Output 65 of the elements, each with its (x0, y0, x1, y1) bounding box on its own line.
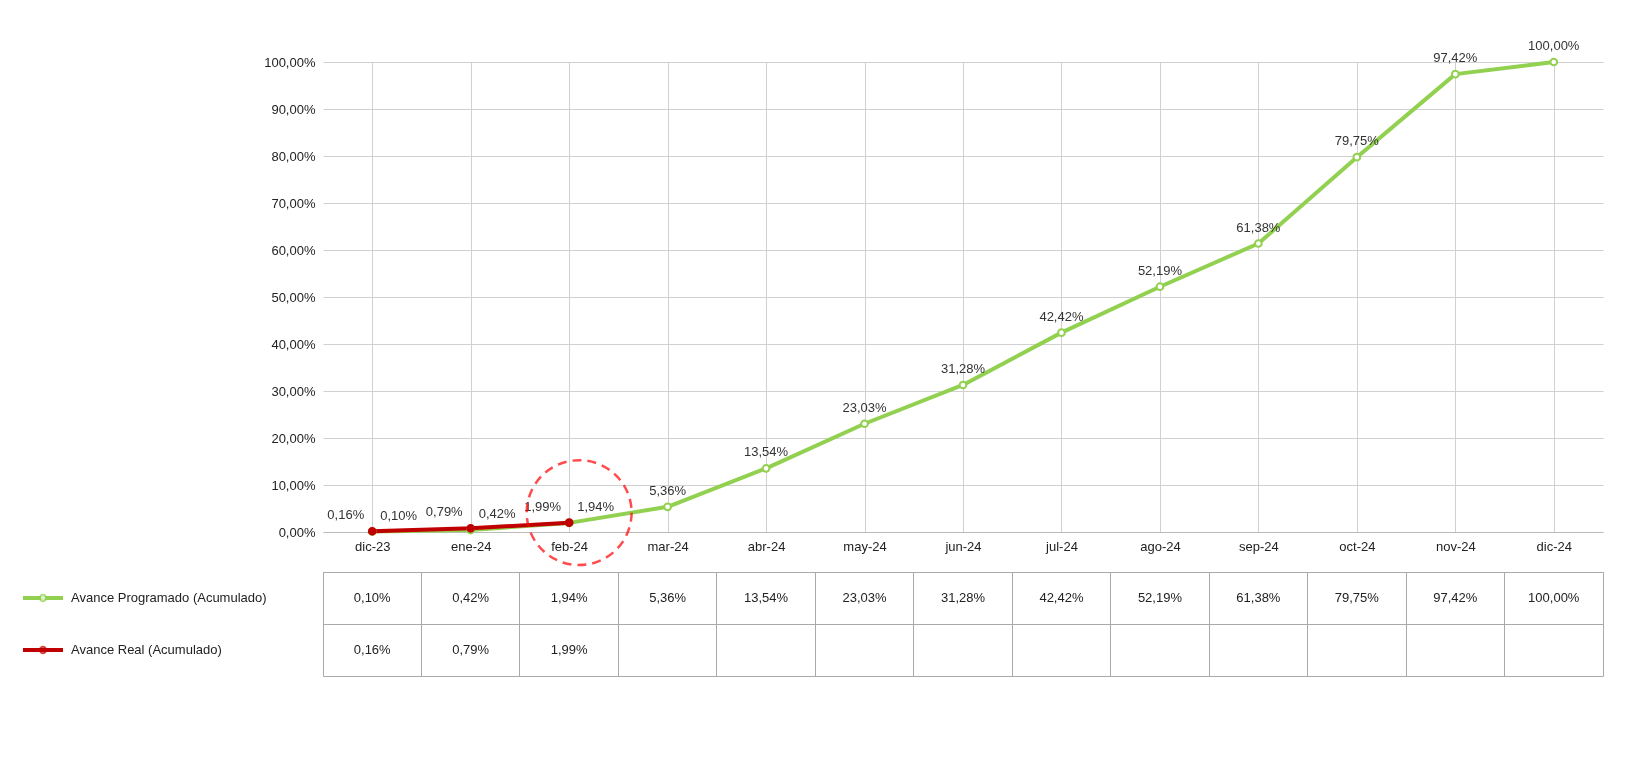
x-tick-label: dic-23 (355, 538, 391, 554)
data-label: 13,54% (744, 590, 789, 605)
x-tick-label: oct-24 (1339, 538, 1376, 554)
x-tick-label: nov-24 (1435, 538, 1476, 554)
text: 52,19% (1137, 262, 1182, 278)
x-tick-label: may-24 (843, 538, 887, 554)
y-tick-label: 80,00% (271, 148, 316, 164)
text: 97,42% (1433, 50, 1478, 66)
point (1549, 57, 1559, 67)
y-tick-label: 30,00% (271, 383, 316, 399)
data-label: 52,19% (1137, 590, 1183, 605)
x-tick-label: feb-24 (551, 538, 589, 554)
y-tick-label: 60,00% (271, 242, 316, 258)
data-label: 79,75% (1334, 590, 1380, 605)
text: 100,00% (1528, 38, 1580, 53)
x-tick-label: jun-24 (944, 538, 982, 554)
data-label: 1,94% (550, 590, 589, 605)
text: 23,03% (842, 399, 887, 415)
data-label: 97,42% (1433, 590, 1478, 605)
data-label: 100,00% (1528, 590, 1580, 605)
point (860, 419, 869, 429)
point (1254, 239, 1263, 248)
text: 1,94% (577, 498, 615, 514)
point (1155, 282, 1165, 292)
point (1057, 328, 1066, 337)
point (761, 464, 771, 473)
data-label: 0,10% (353, 590, 392, 605)
x-tick-label: sep-24 (1239, 538, 1279, 554)
legend-label: Avance Programado (Acumulado) (71, 590, 267, 605)
text: 42,42% (1039, 308, 1084, 324)
data-label: 0,16% (353, 642, 392, 657)
data-label: 42,42% (1039, 590, 1084, 605)
y-tick-label: 50,00% (271, 289, 316, 305)
y-tick-label: 40,00% (271, 336, 316, 352)
x-tick-label: jul-24 (1045, 538, 1078, 554)
data-label: 0,79% (452, 642, 490, 657)
data-label: 31,28% (940, 590, 986, 605)
data-label: 61,38% (1236, 590, 1281, 605)
point (1352, 152, 1362, 162)
y-tick-label: 0,00% (278, 524, 316, 540)
text: 0,16% (327, 507, 365, 523)
x-tick-label: ago-24 (1140, 538, 1181, 554)
data-label: 5,36% (649, 590, 687, 605)
point (663, 502, 672, 512)
text: 5,36% (649, 482, 687, 498)
y-tick-label: 100,00% (264, 54, 316, 70)
data-label: 23,03% (842, 590, 888, 605)
point (958, 380, 968, 390)
text: 0,10% (380, 507, 418, 523)
legend-label: Avance Real (Acumulado) (71, 642, 222, 657)
x-tick-label: abr-24 (747, 538, 786, 554)
x-tick-label: dic-24 (1536, 538, 1572, 554)
y-tick-label: 90,00% (271, 101, 316, 117)
y-tick-label: 20,00% (271, 430, 316, 446)
text: 0,79% (425, 504, 463, 520)
y-tick-label: 10,00% (271, 477, 316, 493)
text: 13,54% (744, 444, 789, 460)
data-label: 0,42% (452, 590, 490, 605)
x-tick-label: ene-24 (450, 538, 492, 554)
x-tick-label: mar-24 (647, 538, 689, 554)
data-label: 1,99% (550, 642, 589, 657)
text: 31,28% (940, 360, 986, 376)
point (1450, 69, 1460, 79)
y-tick-label: 70,00% (271, 195, 316, 211)
text: 0,42% (478, 506, 516, 522)
